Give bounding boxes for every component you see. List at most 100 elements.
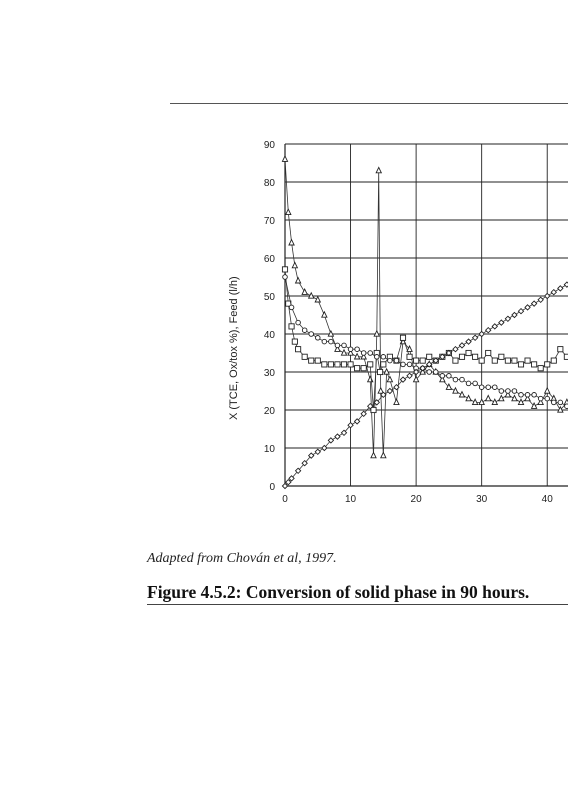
data-point-diamond: [412, 368, 420, 376]
data-point-triangle: [511, 394, 518, 402]
x-tick-label: 40: [542, 494, 554, 505]
data-point-circle: [400, 361, 406, 368]
data-point-diamond: [366, 402, 374, 410]
data-point-triangle: [465, 394, 472, 402]
data-point-diamond: [563, 281, 568, 288]
y-tick-label: 0: [269, 482, 275, 493]
data-point-square: [354, 365, 361, 372]
series-diamond: [281, 281, 568, 490]
data-point-circle: [347, 346, 354, 352]
data-point-triangle: [406, 344, 413, 352]
data-point-diamond: [471, 334, 479, 342]
data-point-square: [377, 368, 384, 376]
data-point-square: [301, 353, 308, 360]
data-point-circle: [524, 392, 531, 398]
data-point-square: [360, 365, 367, 372]
data-point-square: [563, 353, 568, 360]
data-point-square: [511, 357, 518, 364]
y-axis-label: X (TCE, Ox/tox %), Feed (l/h): [228, 276, 240, 420]
x-tick-label: 10: [345, 494, 357, 505]
data-point-circle: [406, 361, 413, 368]
data-point-square: [281, 266, 289, 273]
data-point-square: [478, 357, 485, 364]
data-point-diamond: [321, 444, 328, 452]
data-point-triangle: [301, 287, 308, 295]
data-point-triangle: [327, 329, 335, 337]
data-point-circle: [446, 373, 452, 379]
data-point-diamond: [484, 326, 492, 334]
data-point-triangle: [386, 375, 394, 383]
data-point-diamond: [419, 364, 426, 372]
data-point-square: [419, 357, 426, 364]
data-point-triangle: [445, 382, 453, 390]
data-point-circle: [511, 388, 518, 394]
data-point-diamond: [294, 467, 302, 475]
y-tick-label: 30: [264, 368, 276, 379]
data-point-diamond: [285, 478, 292, 486]
data-point-diamond: [281, 482, 289, 490]
data-point-diamond: [530, 300, 538, 307]
data-point-triangle: [284, 208, 292, 216]
data-point-square: [347, 361, 354, 368]
source-note: Adapted from Chován et al, 1997.: [147, 551, 337, 566]
data-point-square: [367, 361, 374, 368]
data-point-triangle: [478, 398, 485, 406]
data-point-circle: [282, 274, 288, 280]
data-point-square: [531, 361, 538, 368]
x-tick-label: 20: [411, 494, 423, 505]
data-point-circle: [557, 399, 564, 406]
data-point-circle: [308, 331, 314, 337]
data-point-triangle: [340, 348, 348, 356]
data-point-circle: [492, 384, 498, 390]
data-point-square: [295, 346, 302, 353]
data-point-circle: [334, 342, 341, 349]
data-point-triangle: [314, 295, 322, 303]
y-tick-label: 60: [264, 254, 276, 265]
series-square: [281, 266, 568, 414]
data-point-triangle: [484, 394, 492, 402]
data-point-circle: [315, 335, 321, 341]
data-point-square: [537, 365, 544, 372]
chart: 0 10 20 30 40 50 60 70 80 90 0 10 20 30 40 X (TCE, Ox/…: [228, 140, 568, 505]
data-point-circle: [354, 346, 360, 352]
y-tick-label: 20: [264, 406, 276, 417]
data-point-circle: [537, 395, 544, 402]
data-point-circle: [367, 350, 373, 356]
data-point-circle: [380, 354, 387, 360]
data-point-diamond: [543, 292, 551, 300]
data-point-square: [321, 361, 328, 368]
data-point-triangle: [491, 398, 499, 406]
data-point-diamond: [524, 304, 531, 311]
data-point-diamond: [399, 376, 407, 383]
data-point-square: [504, 357, 511, 364]
data-point-triangle: [419, 367, 426, 375]
data-point-square: [557, 346, 564, 353]
data-point-triangle: [393, 398, 400, 406]
data-point-triangle: [537, 398, 544, 406]
data-point-square: [291, 338, 298, 345]
data-point-circle: [452, 376, 459, 383]
data-point-diamond: [380, 391, 387, 399]
data-point-square: [406, 353, 413, 360]
data-point-triangle: [375, 166, 383, 174]
data-point-square: [491, 357, 498, 364]
data-point-circle: [426, 369, 432, 375]
data-point-square: [413, 357, 420, 364]
data-point-diamond: [550, 288, 558, 296]
data-point-diamond: [458, 342, 466, 349]
data-point-triangle: [517, 398, 525, 406]
data-point-diamond: [314, 448, 322, 456]
x-tick-label: 30: [476, 494, 488, 505]
y-tick-label: 10: [264, 444, 276, 455]
data-point-circle: [387, 357, 393, 364]
data-point-diamond: [327, 437, 335, 444]
data-point-triangle: [353, 352, 361, 360]
data-point-diamond: [288, 475, 295, 482]
data-point-triangle: [380, 451, 387, 459]
data-point-triangle: [370, 451, 377, 459]
data-point-square: [498, 353, 505, 360]
data-point-square: [544, 361, 551, 368]
data-point-diamond: [334, 433, 341, 440]
data-point-diamond: [307, 452, 315, 459]
data-point-diamond: [373, 399, 381, 406]
